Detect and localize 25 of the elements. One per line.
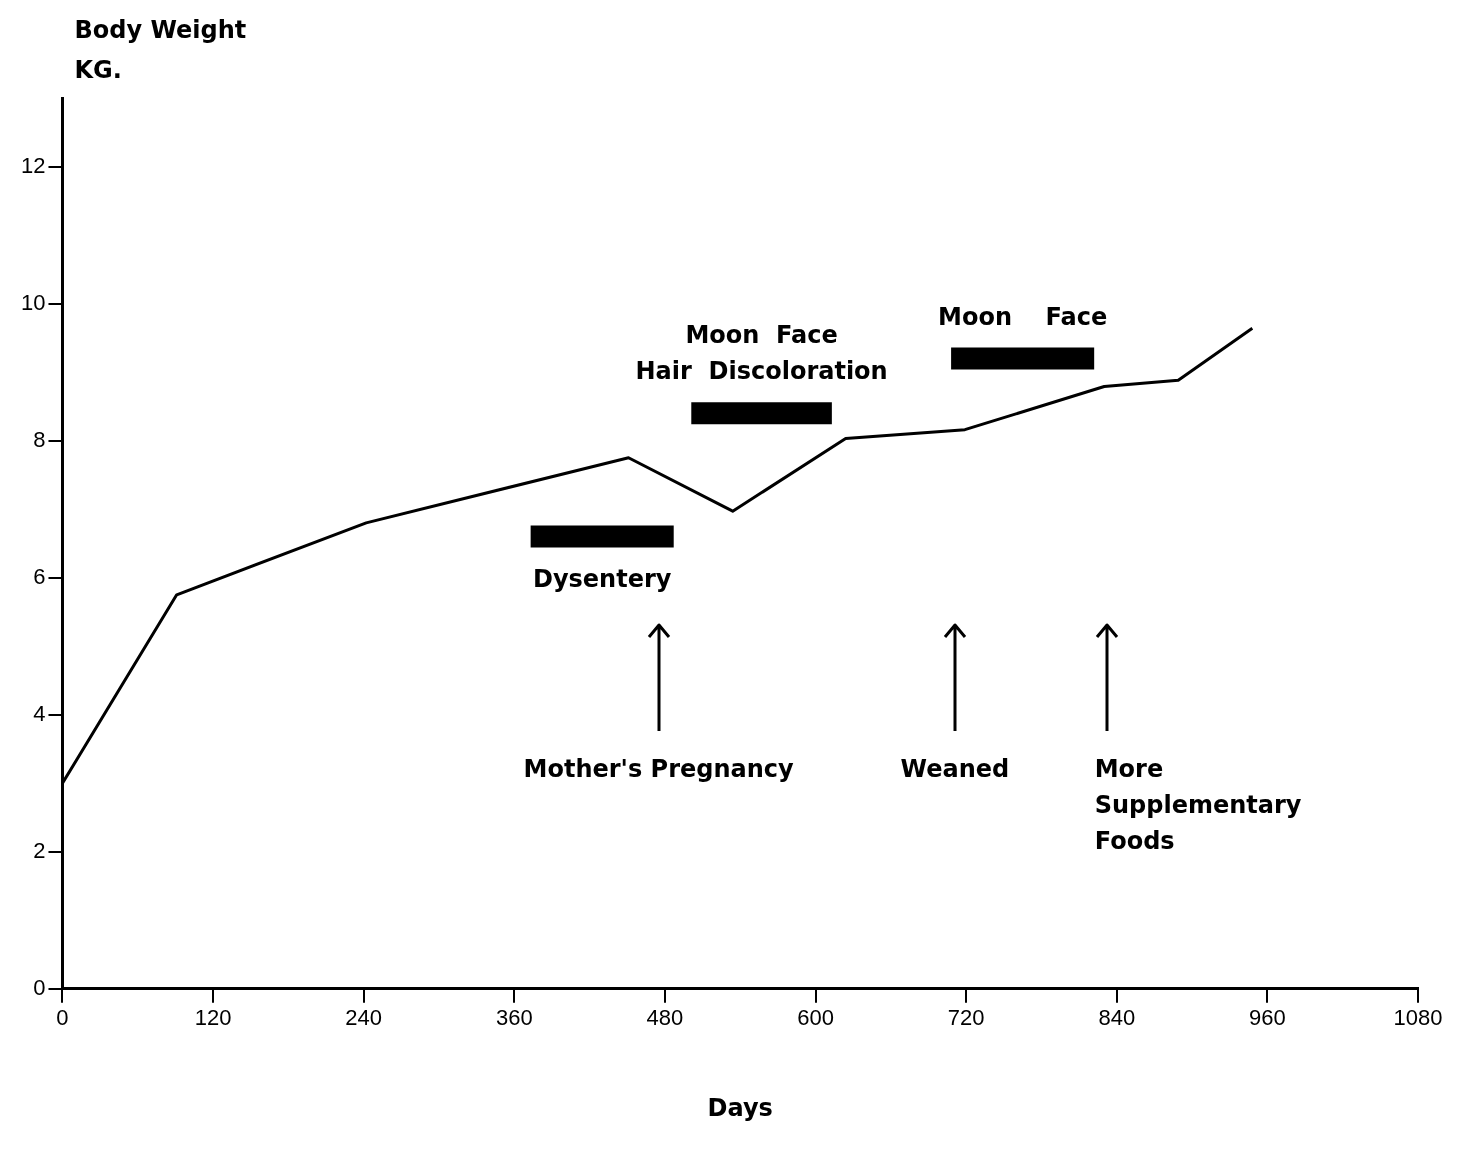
x-tick-label: 1080 <box>1393 1005 1443 1031</box>
x-tick-label: 480 <box>646 1005 684 1031</box>
x-axis-title: Days <box>707 1093 773 1122</box>
x-tick-label: 240 <box>345 1005 383 1031</box>
y-tick-label: 8 <box>33 426 46 452</box>
annotation: Moon Face Hair Discoloration <box>635 321 888 386</box>
x-tick-label: 960 <box>1249 1005 1286 1031</box>
x-tick-label: 0 <box>56 1005 69 1031</box>
y-tick-label: 10 <box>20 289 46 315</box>
x-tick-label: 720 <box>947 1005 985 1031</box>
x-tick-label: 360 <box>495 1005 533 1031</box>
y-tick-label: 2 <box>33 837 46 863</box>
ref-line-label: Weaned <box>900 754 1010 783</box>
x-tick-label: 600 <box>797 1005 834 1031</box>
y-tick-label: 4 <box>33 700 46 726</box>
y-tick-label: 6 <box>33 563 46 589</box>
y-tick-label: 12 <box>20 152 46 178</box>
x-tick-label: 840 <box>1098 1005 1136 1031</box>
y-tick-label: 0 <box>33 974 46 1000</box>
ref-line-label: Mother's Pregnancy <box>523 754 795 783</box>
annotation: Dysentery <box>532 564 672 593</box>
annotation: Moon Face <box>938 302 1108 331</box>
y-axis-title: Body Weight KG. <box>74 15 247 86</box>
ref-line-label: More Supplementary Foods <box>1094 754 1302 855</box>
x-tick-label: 120 <box>194 1005 232 1031</box>
